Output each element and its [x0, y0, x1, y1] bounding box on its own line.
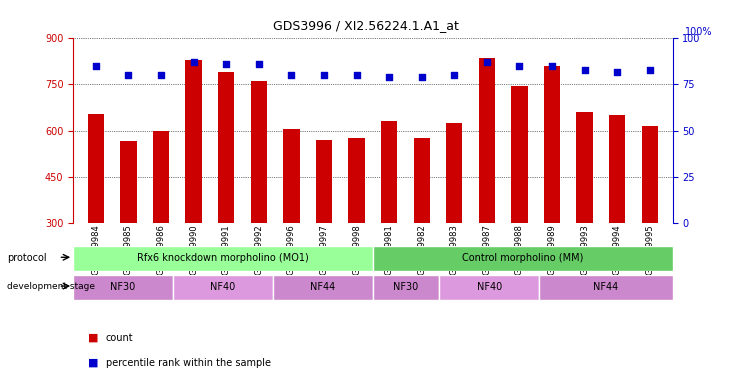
- Point: [253, 61, 265, 67]
- Point: [416, 74, 428, 80]
- Point: [90, 63, 102, 69]
- Bar: [218, 72, 235, 223]
- Bar: [316, 140, 332, 223]
- Text: GDS3996 / XI2.56224.1.A1_at: GDS3996 / XI2.56224.1.A1_at: [273, 19, 458, 32]
- Bar: [511, 86, 528, 223]
- FancyBboxPatch shape: [73, 275, 173, 300]
- Bar: [381, 121, 397, 223]
- FancyBboxPatch shape: [173, 275, 273, 300]
- Point: [611, 68, 623, 74]
- Bar: [609, 115, 625, 223]
- Text: NF30: NF30: [110, 282, 136, 292]
- Bar: [88, 114, 104, 223]
- FancyBboxPatch shape: [273, 275, 373, 300]
- Point: [383, 74, 395, 80]
- Bar: [349, 138, 365, 223]
- Text: NF44: NF44: [310, 282, 336, 292]
- Point: [351, 72, 363, 78]
- Bar: [479, 58, 495, 223]
- Bar: [283, 129, 300, 223]
- Point: [318, 72, 330, 78]
- Point: [155, 72, 167, 78]
- Bar: [153, 131, 169, 223]
- Bar: [186, 60, 202, 223]
- Text: NF30: NF30: [393, 282, 419, 292]
- Point: [188, 59, 200, 65]
- Point: [514, 63, 526, 69]
- Text: development stage: development stage: [7, 282, 95, 291]
- FancyBboxPatch shape: [373, 246, 673, 271]
- Point: [123, 72, 135, 78]
- Bar: [642, 126, 658, 223]
- FancyBboxPatch shape: [373, 275, 439, 300]
- Bar: [446, 123, 463, 223]
- Point: [286, 72, 298, 78]
- Point: [546, 63, 558, 69]
- FancyBboxPatch shape: [439, 275, 539, 300]
- Text: NF40: NF40: [211, 282, 235, 292]
- Text: count: count: [106, 333, 134, 343]
- Text: NF40: NF40: [477, 282, 502, 292]
- Text: Rfx6 knockdown morpholino (MO1): Rfx6 knockdown morpholino (MO1): [137, 253, 308, 263]
- Bar: [544, 66, 560, 223]
- Point: [644, 67, 656, 73]
- Text: percentile rank within the sample: percentile rank within the sample: [106, 358, 271, 368]
- Text: ■: ■: [88, 358, 98, 368]
- Text: Control morpholino (MM): Control morpholino (MM): [462, 253, 583, 263]
- Bar: [251, 81, 267, 223]
- Text: protocol: protocol: [7, 253, 47, 263]
- Point: [481, 59, 493, 65]
- Text: NF44: NF44: [594, 282, 618, 292]
- Text: ■: ■: [88, 333, 98, 343]
- Point: [220, 61, 232, 67]
- Bar: [414, 138, 430, 223]
- FancyBboxPatch shape: [539, 275, 673, 300]
- Bar: [577, 112, 593, 223]
- Bar: [121, 141, 137, 223]
- Point: [579, 67, 591, 73]
- Point: [448, 72, 460, 78]
- FancyBboxPatch shape: [73, 246, 373, 271]
- Text: 100%: 100%: [684, 26, 712, 36]
